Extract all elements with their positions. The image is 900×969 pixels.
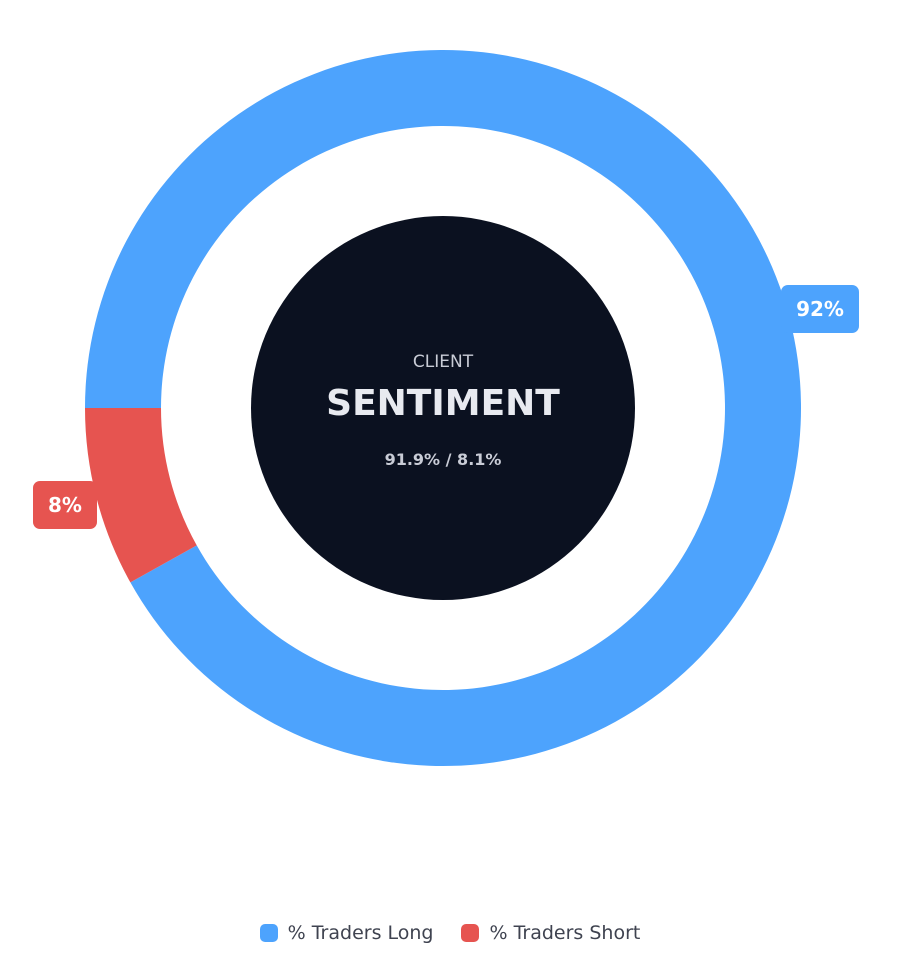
center-line-2: SENTIMENT — [326, 383, 560, 424]
data-labels: 92% 8% — [33, 285, 859, 529]
center-line-3: 91.9% / 8.1% — [385, 450, 502, 469]
legend-swatch-long — [259, 924, 278, 942]
legend-item-short[interactable]: % Traders Short — [461, 922, 640, 944]
data-label-long: 92% — [781, 285, 859, 333]
data-label-short-text: 8% — [48, 493, 82, 517]
data-label-short: 8% — [33, 481, 97, 529]
donut-slices — [85, 50, 802, 766]
legend-label-long: % Traders Long — [287, 922, 434, 944]
center-disc — [251, 216, 635, 600]
data-label-long-box — [781, 285, 859, 333]
legend: % Traders Long % Traders Short — [0, 918, 900, 948]
legend-swatch-short — [461, 924, 480, 942]
donut-svg: CLIENT SENTIMENT 91.9% / 8.1% 92% 8% — [33, 50, 859, 766]
center-line-1: CLIENT — [413, 352, 474, 372]
data-label-long-text: 92% — [796, 297, 844, 321]
data-label-short-box — [33, 481, 97, 529]
legend-item-long[interactable]: % Traders Long — [259, 922, 434, 944]
legend-label-short: % Traders Short — [489, 922, 641, 944]
slice-traders-short[interactable] — [85, 408, 197, 583]
